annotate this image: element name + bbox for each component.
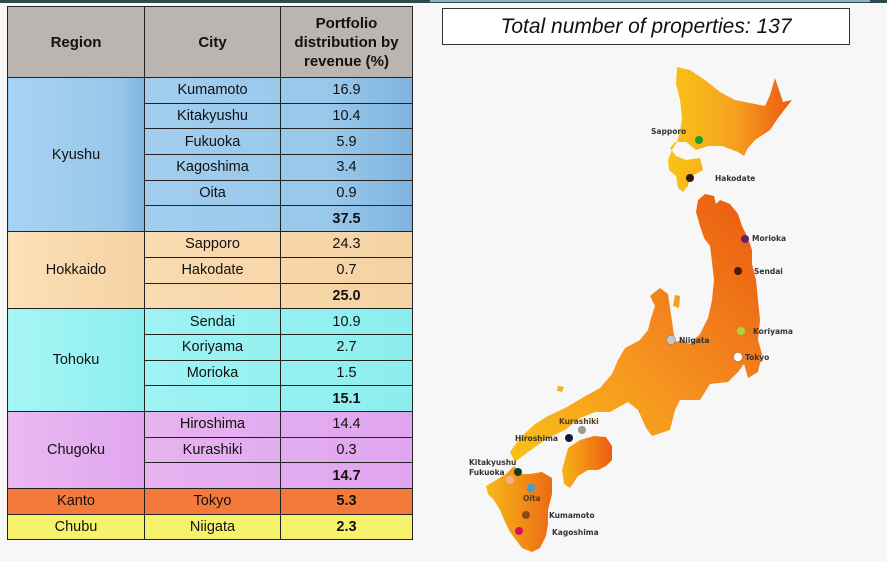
shikoku-island [562,436,612,488]
marker-tokyo: Tokyo [733,352,769,362]
value-cell: 10.9 [280,308,413,335]
value-cell: 5.3 [280,488,413,515]
value-cell: 2.7 [280,333,413,361]
city-cell: Niigata [144,513,281,541]
marker-kumamoto: Kumamoto [522,511,595,520]
value-cell: 16.9 [280,77,413,104]
total-cell: 15.1 [280,385,413,412]
total-cell: 14.7 [280,462,413,489]
svg-text:Kitakyushu: Kitakyushu [469,458,516,467]
city-cell: Hakodate [144,256,281,284]
value-cell: 14.4 [280,410,413,438]
city-cell: Kurashiki [144,436,281,464]
value-cell: 1.5 [280,359,413,387]
city-cell-empty [144,205,281,233]
total-cell: 37.5 [280,205,413,233]
city-cell: Kumamoto [144,77,281,104]
marker-niigata: Niigata [666,335,710,345]
svg-text:Koriyama: Koriyama [753,327,793,336]
city-cell-empty [144,462,281,489]
svg-text:Morioka: Morioka [752,234,786,243]
city-cell-empty [144,385,281,412]
marker-morioka: Morioka [741,234,786,243]
region-cell-hokkaido: Hokkaido [7,231,145,310]
oki-island [557,386,564,392]
city-cell: Hiroshima [144,410,281,438]
region-cell-tohoku: Tohoku [7,308,145,412]
region-cell-kyushu: Kyushu [7,76,145,233]
city-cell: Koriyama [144,333,281,361]
marker-koriyama: Koriyama [737,327,793,336]
svg-text:Kurashiki: Kurashiki [559,417,599,426]
marker-kagoshima: Kagoshima [515,527,599,537]
city-cell-empty [144,282,281,310]
marker-hakodate: Hakodate [686,174,755,183]
city-cell: Sapporo [144,231,281,258]
header-portfolio-line3: revenue (%) [303,52,390,70]
city-cell: Sendai [144,308,281,335]
region-cell-kanto: Kanto [7,488,145,515]
region-cell-chubu: Chubu [7,513,145,541]
svg-text:Sendai: Sendai [754,267,783,276]
marker-sendai: Sendai [734,267,783,276]
table-row: Chubu Niigata 2.3 [7,513,413,541]
table-row: Kyushu Kumamoto 16.9 [7,76,413,233]
header-portfolio-line1: Portfolio [315,14,378,32]
marker-oita: Oita [523,484,541,503]
portfolio-table: Region City Portfolio distribution by re… [7,6,413,541]
value-cell: 0.3 [280,436,413,464]
svg-text:Oita: Oita [523,494,541,503]
city-cell: Morioka [144,359,281,387]
city-cell: Oita [144,179,281,207]
marker-fukuoka: Fukuoka [469,468,514,484]
value-cell: 0.7 [280,256,413,284]
table-header-row: Region City Portfolio distribution by re… [7,6,413,78]
svg-text:Sapporo: Sapporo [651,127,686,136]
region-cell-chugoku: Chugoku [7,410,145,490]
header-region: Region [7,6,145,78]
svg-text:Kagoshima: Kagoshima [552,528,599,537]
svg-text:Tokyo: Tokyo [745,353,769,362]
table-row: Kanto Tokyo 5.3 [7,488,413,515]
value-cell: 5.9 [280,128,413,156]
value-cell: 0.9 [280,179,413,207]
city-cell: Kagoshima [144,154,281,181]
city-cell: Fukuoka [144,128,281,156]
marker-kurashiki: Kurashiki [559,417,599,434]
svg-text:Hiroshima: Hiroshima [515,434,558,443]
header-city: City [144,6,281,78]
svg-text:Hakodate: Hakodate [715,174,755,183]
svg-text:Fukuoka: Fukuoka [469,468,505,477]
value-cell: 10.4 [280,102,413,130]
svg-text:Kumamoto: Kumamoto [549,511,595,520]
header-portfolio-line2: distribution by [294,33,399,51]
total-cell: 25.0 [280,282,413,310]
table-row: Tohoku Sendai 10.9 [7,308,413,412]
value-cell: 3.4 [280,154,413,181]
sado-island [673,295,680,308]
marker-kitakyushu: Kitakyushu [469,458,522,476]
total-properties-text: Total number of properties: 137 [500,14,792,38]
city-cell: Tokyo [144,488,281,515]
kyushu-island [486,466,552,552]
marker-hiroshima: Hiroshima [515,434,573,443]
japan-map: Sapporo Hakodate Morioka Sendai Koriyama… [469,67,793,552]
value-cell: 24.3 [280,231,413,258]
table-row: Chugoku Hiroshima 14.4 [7,410,413,490]
city-cell: Kitakyushu [144,102,281,130]
svg-text:Niigata: Niigata [679,336,710,345]
value-cell: 2.3 [280,513,413,541]
marker-sapporo: Sapporo [651,127,703,144]
top-accent-line [430,0,870,2]
total-properties-box: Total number of properties: 137 [442,8,850,45]
table-row: Hokkaido Sapporo 24.3 [7,231,413,310]
hokkaido-island [668,67,792,192]
header-portfolio: Portfolio distribution by revenue (%) [280,6,413,78]
honshu-island [510,194,762,462]
